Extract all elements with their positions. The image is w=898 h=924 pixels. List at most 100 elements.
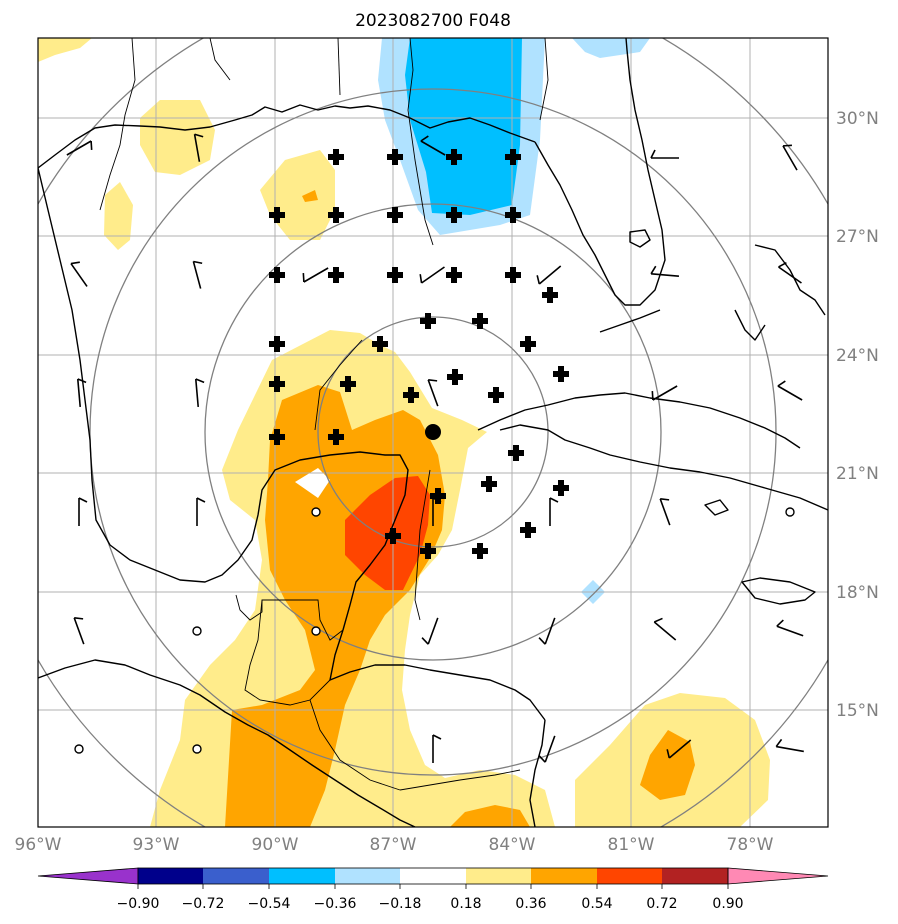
plus-marker (420, 313, 436, 329)
plus-marker (269, 336, 285, 352)
wind-barb (778, 262, 802, 284)
coast-island-small (704, 499, 729, 516)
contour-orange-gulf (302, 190, 318, 202)
plus-marker (508, 445, 524, 461)
plus-marker (385, 528, 401, 544)
plus-marker (269, 376, 285, 392)
plus-marker (505, 149, 521, 165)
plus-marker (488, 387, 504, 403)
wind-barb (536, 265, 562, 285)
coast-central-america-east (529, 719, 546, 827)
plus-marker (328, 207, 344, 223)
calm-circles (74, 507, 795, 754)
chart-title: 2023082700 F048 (355, 11, 511, 31)
plus-marker (505, 207, 521, 223)
plus-marker (387, 207, 403, 223)
wind-barb (775, 738, 804, 753)
colorbar-tick-label: −0.90 (117, 896, 160, 912)
lat-tick-18n: 18°N (836, 583, 879, 603)
plus-marker (505, 267, 521, 283)
border-nicaragua (399, 769, 521, 791)
plus-marker (403, 387, 419, 403)
coast-bahamas (754, 244, 826, 316)
calm-wind-circle (74, 744, 84, 754)
range-rings (38, 38, 828, 827)
wind-barbs (66, 133, 804, 763)
colorbar-frame (137, 867, 729, 885)
plus-marker (328, 267, 344, 283)
lon-tick-84w: 84°W (489, 835, 536, 855)
plus-marker (542, 287, 558, 303)
plus-marker (269, 267, 285, 283)
plus-marker (520, 336, 536, 352)
plus-marker (446, 207, 462, 223)
border-us-state-d (539, 38, 549, 121)
wind-barb (419, 266, 445, 284)
calm-wind-circle (311, 507, 321, 517)
plus-marker (340, 376, 356, 392)
colorbar-tick-label: −0.36 (314, 896, 357, 912)
lat-tick-27n: 27°N (836, 227, 879, 247)
wind-barb (302, 267, 329, 283)
wind-barb (194, 378, 205, 408)
storm-center-marker (425, 424, 441, 440)
wind-barb (538, 617, 556, 645)
wind-barb (653, 617, 677, 641)
wind-barb (192, 260, 203, 289)
lon-tick-81w: 81°W (608, 835, 655, 855)
lon-tick-93w: 93°W (133, 835, 180, 855)
plus-marker (269, 429, 285, 445)
colorbar-seg-neutral (400, 868, 466, 884)
colorbar-seg-neg-036 (335, 868, 400, 884)
colorbar-tick-label: −0.54 (248, 896, 291, 912)
border-us-state-b (337, 38, 341, 96)
colorbar-tick-label: 0.36 (515, 896, 546, 912)
plus-marker (446, 267, 462, 283)
contour-yellow-topleft (38, 38, 92, 62)
plus-marker (447, 369, 463, 385)
wind-barb (193, 133, 204, 162)
colorbar-seg-pos-018 (466, 868, 531, 884)
coast-gulf-north (38, 104, 536, 169)
border-yucatan-a (314, 339, 363, 431)
wind-barb (66, 140, 93, 156)
map-panel (38, 38, 828, 827)
lon-tick-labels: 96°W 93°W 90°W 87°W 84°W 81°W 78°W (15, 835, 774, 855)
wind-barb (651, 385, 678, 401)
plus-marker (481, 476, 497, 492)
colorbar-tick-label: −0.18 (379, 896, 422, 912)
colorbar-tick-label: 0.54 (581, 896, 612, 912)
plus-marker (328, 149, 344, 165)
colorbar-extend-low (37, 867, 139, 885)
wind-barb (782, 144, 798, 171)
border-honduras (309, 699, 401, 791)
coast-mexico-east (38, 167, 409, 631)
lat-lon-grid (38, 38, 828, 827)
coast-cuba (477, 392, 801, 449)
coast-bahamas-b (734, 309, 766, 341)
wind-barb (650, 149, 679, 159)
calm-wind-circle (785, 507, 795, 517)
colorbar-seg-pos-036 (531, 868, 597, 884)
colorbar-seg-neg-090 (138, 868, 203, 884)
border-us-state-a (99, 38, 136, 211)
wind-barb (650, 265, 680, 278)
wind-barb (777, 380, 803, 401)
calm-wind-circle (311, 626, 321, 636)
lake-okeechobee (629, 229, 651, 248)
colorbar-seg-pos-054 (597, 868, 662, 884)
wind-barb (538, 735, 556, 763)
range-ring-1 (317, 316, 549, 548)
contour-blue-north (405, 38, 522, 215)
contour-yellow-gulf-b (104, 182, 133, 250)
coast-pacific (38, 659, 416, 827)
plus-marker (372, 336, 388, 352)
colorbar-tick-label: −0.72 (182, 896, 225, 912)
wind-barb (76, 378, 87, 408)
contour-fill-negative (378, 38, 650, 604)
plus-marker (269, 207, 285, 223)
wind-barb (78, 497, 88, 526)
plus-marker (472, 543, 488, 559)
wind-barb (549, 497, 559, 526)
